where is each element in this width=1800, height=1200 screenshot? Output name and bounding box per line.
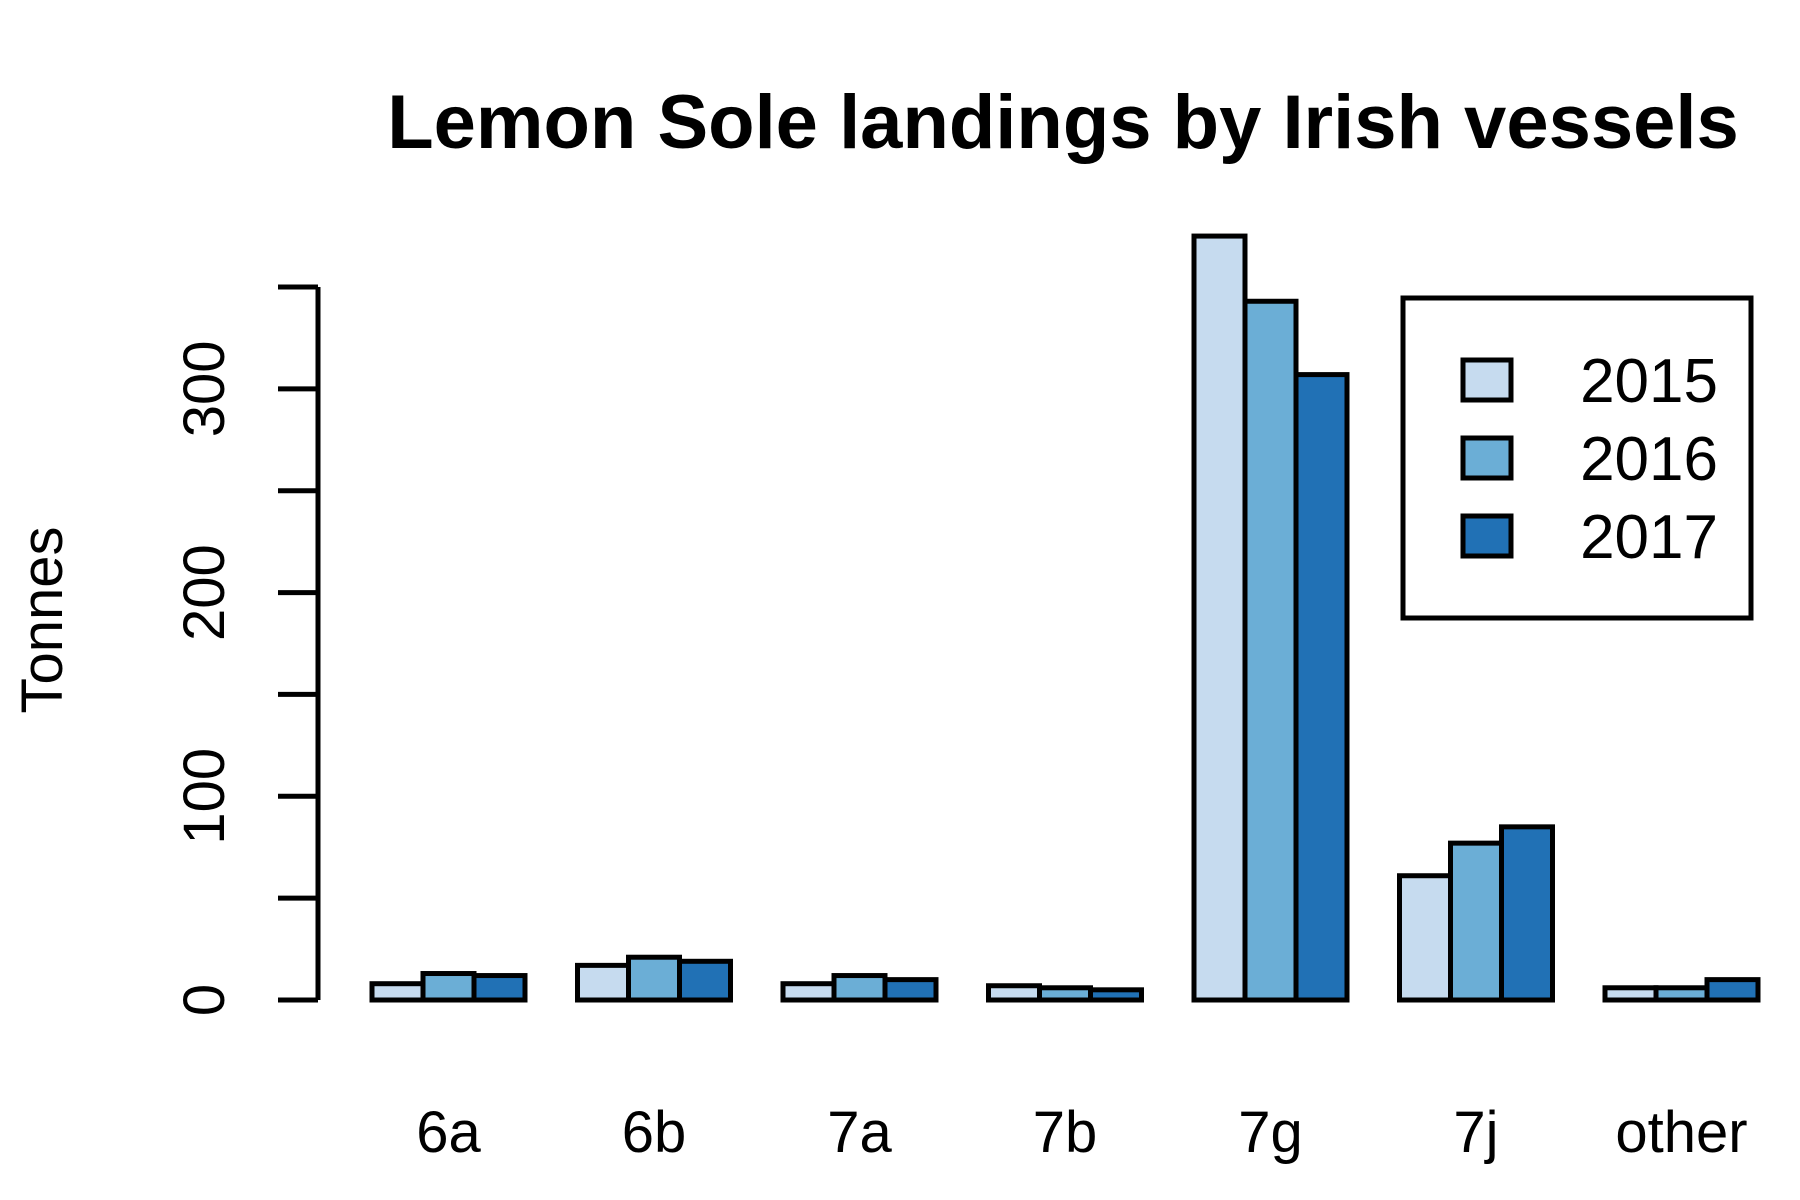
bar-6a-2017 <box>471 973 528 1003</box>
legend-label: 2015 <box>1580 347 1718 416</box>
y-tick-label: 0 <box>172 984 237 1016</box>
legend: 2015 2016 2017 <box>1400 295 1754 621</box>
x-tick-label: 7b <box>1033 1100 1098 1165</box>
bar-7a-2017 <box>882 977 939 1003</box>
chart-title: Lemon Sole landings by Irish vessels <box>387 80 1739 165</box>
x-tick-label: 6a <box>416 1100 481 1165</box>
bars-group <box>369 233 1761 1003</box>
bar-7b-2016 <box>1037 985 1093 1003</box>
bar-other-2016 <box>1653 985 1710 1003</box>
x-tick-label: 7a <box>827 1100 892 1165</box>
bar-other-2017 <box>1704 977 1761 1003</box>
bar-6a-2015 <box>369 981 426 1003</box>
bar-6a-2016 <box>420 971 477 1003</box>
bar-other-2015 <box>1602 985 1659 1003</box>
bar-7g-2017 <box>1293 372 1350 1003</box>
bar-7j-2017 <box>1499 824 1555 1003</box>
bar-7b-2017 <box>1088 987 1144 1003</box>
legend-swatch-2015 <box>1460 357 1514 403</box>
legend-label: 2017 <box>1580 503 1718 572</box>
bar-7j-2016 <box>1448 840 1504 1003</box>
legend-label: 2016 <box>1580 425 1718 494</box>
x-tick-label: 7j <box>1453 1100 1498 1165</box>
bar-7g-2016 <box>1242 298 1299 1003</box>
bar-7a-2015 <box>780 981 837 1003</box>
x-tick-label: other <box>1615 1100 1747 1165</box>
bar-6b-2016 <box>626 954 682 1003</box>
bar-7b-2015 <box>986 983 1042 1003</box>
bar-7j-2015 <box>1397 873 1453 1003</box>
y-tick-label: 300 <box>172 340 237 437</box>
bar-7a-2016 <box>831 973 888 1003</box>
legend-swatch-2016 <box>1460 435 1514 481</box>
y-axis-title: Tonnes <box>10 526 75 713</box>
x-tick-label: 6b <box>622 1100 687 1165</box>
y-tick-label: 100 <box>172 748 237 845</box>
bar-6b-2017 <box>677 958 733 1003</box>
x-axis-labels: 6a 6b 7a 7b 7g 7j other <box>416 1100 1747 1165</box>
legend-swatch-2017 <box>1460 513 1514 559</box>
bar-6b-2015 <box>575 962 631 1003</box>
y-tick-label: 200 <box>172 544 237 641</box>
bar-7g-2015 <box>1191 233 1248 1003</box>
x-tick-label: 7g <box>1238 1100 1303 1165</box>
y-axis: 0 100 200 300 <box>172 284 321 1016</box>
